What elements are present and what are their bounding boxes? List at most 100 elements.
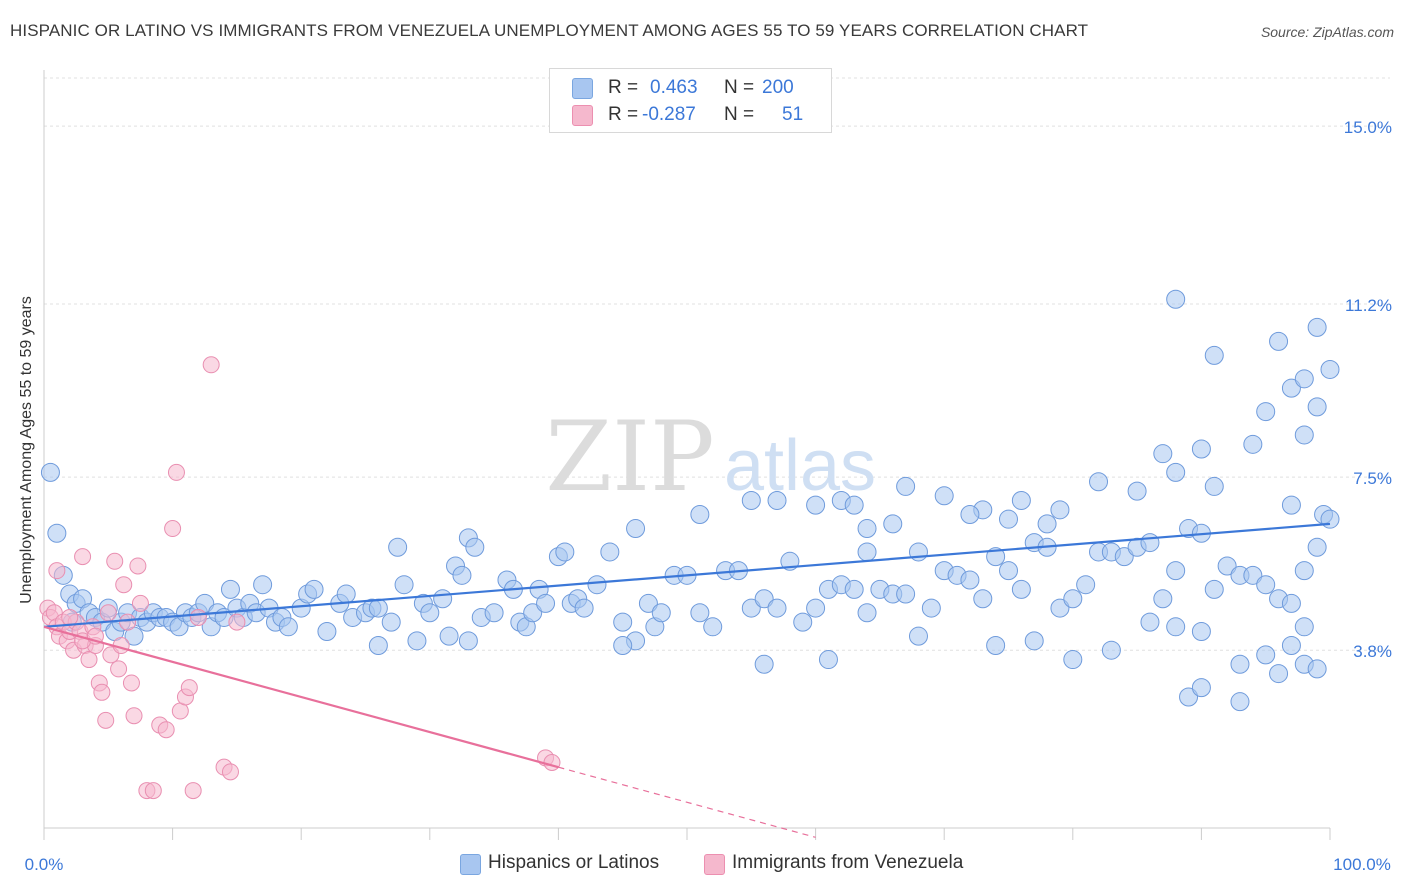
point-hispanics [336,584,356,604]
point-hispanics [1281,495,1301,515]
trend-lines [43,522,1331,838]
point-hispanics [1230,692,1250,712]
point-hispanics [960,570,980,590]
point-hispanics [1140,612,1160,632]
point-hispanics [1307,397,1327,417]
point-hispanics [523,603,543,623]
point-hispanics [986,547,1006,567]
point-hispanics [934,486,954,506]
point-hispanics [999,509,1018,529]
point-hispanics [465,537,485,557]
point-venezuela [131,594,149,612]
point-hispanics [1243,434,1263,454]
legend-r-label: R = [608,104,639,125]
legend-r-value: -0.287 [642,104,696,125]
legend-n-value: 51 [782,104,804,125]
point-hispanics [896,584,916,604]
point-hispanics [253,575,273,595]
point-venezuela [119,613,137,631]
point-hispanics [1243,565,1263,585]
point-hispanics [1307,317,1327,337]
point-hispanics [960,505,980,525]
point-hispanics [452,565,472,585]
bottom-legend-swatch-blue [460,854,481,875]
point-venezuela [122,674,140,692]
point-hispanics [651,603,671,623]
point-hispanics [754,654,774,674]
point-hispanics [439,626,459,646]
point-hispanics [1281,636,1301,656]
legend-n-label: N = [724,77,755,98]
legend-swatch-pink [572,105,593,126]
bottom-legend-label: Hispanics or Latinos [488,852,660,873]
point-hispanics [741,598,761,618]
point-hispanics [1204,345,1224,365]
point-hispanics [1294,617,1314,637]
point-hispanics [1153,444,1173,464]
point-venezuela [167,463,185,481]
point-hispanics [1294,561,1314,581]
y-tick-label: 7.5% [1353,469,1392,488]
point-hispanics [1191,678,1211,698]
point-venezuela [106,552,124,570]
point-hispanics [1114,547,1134,567]
point-hispanics [1294,369,1314,389]
point-hispanics [999,561,1018,581]
point-hispanics [1166,462,1186,482]
point-hispanics [896,476,916,496]
point-venezuela [80,651,98,669]
point-hispanics [1320,509,1340,529]
point-hispanics [587,575,607,595]
correlation-legend: R = 0.463 N = 200 R = -0.287 N = 51 [549,68,832,133]
trend-line-hispanics [43,522,1331,628]
point-hispanics [1166,289,1186,309]
point-venezuela [97,711,115,729]
point-hispanics [1127,481,1147,501]
point-venezuela [157,721,175,739]
point-venezuela [202,356,220,374]
point-hispanics [613,636,633,656]
point-hispanics [368,598,388,618]
bottom-legend-swatch-pink [704,854,725,875]
point-hispanics [600,542,620,562]
point-hispanics [818,650,838,670]
point-hispanics [47,523,67,543]
x-tick-label-min: 0.0% [25,855,64,874]
point-hispanics [857,542,877,562]
point-hispanics [407,631,427,651]
trend-extension-venezuela [558,766,816,838]
point-hispanics [1024,631,1044,651]
point-hispanics [1179,687,1199,707]
point-hispanics [1269,664,1289,684]
point-hispanics [1050,598,1070,618]
point-venezuela [228,613,246,631]
point-hispanics [908,626,928,646]
point-venezuela [221,763,239,781]
point-hispanics [1153,589,1173,609]
point-venezuela [74,548,92,566]
series-hispanics-points [40,289,1340,712]
axes [43,70,1331,840]
point-venezuela [48,562,66,580]
point-hispanics [857,519,877,539]
bottom-legend-label: Immigrants from Venezuela [732,852,964,873]
x-tick-label-max: 100.0% [1333,855,1391,874]
point-hispanics [1307,537,1327,557]
point-hispanics [1101,640,1121,660]
series-venezuela-points [39,356,561,800]
point-hispanics [1011,490,1031,510]
point-hispanics [1063,589,1083,609]
legend-n-label: N = [724,104,755,125]
point-hispanics [1140,533,1160,553]
point-hispanics [1204,579,1224,599]
point-hispanics [1204,476,1224,496]
point-hispanics [1011,579,1031,599]
legend-n-value: 200 [762,77,794,98]
point-hispanics [1256,402,1276,422]
point-hispanics [40,462,60,482]
point-hispanics [574,598,594,618]
point-hispanics [420,603,440,623]
grid-lines [44,77,1390,651]
point-hispanics [754,589,774,609]
